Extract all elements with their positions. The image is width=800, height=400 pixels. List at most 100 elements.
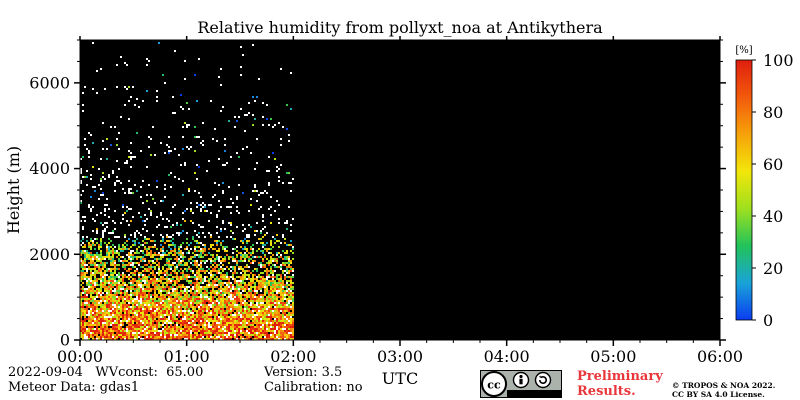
humidity-cell	[104, 284, 106, 286]
humidity-cell	[94, 292, 96, 294]
humidity-cell	[272, 280, 274, 282]
humidity-cell	[242, 240, 244, 242]
copyright-line: © TROPOS & NOA 2022.	[672, 381, 776, 390]
humidity-cell	[100, 308, 102, 310]
humidity-cell	[84, 328, 86, 330]
humidity-cell	[148, 276, 150, 278]
humidity-cell	[116, 292, 118, 294]
humidity-cell	[182, 306, 184, 308]
humidity-cell	[286, 318, 288, 320]
humidity-cell	[152, 320, 154, 322]
humidity-cell	[238, 320, 240, 322]
humidity-cell	[286, 284, 288, 286]
humidity-cell	[162, 334, 164, 336]
humidity-cell	[100, 286, 102, 288]
humidity-cell	[276, 330, 278, 332]
humidity-cell	[88, 326, 90, 328]
humidity-cell	[280, 242, 282, 244]
humidity-cell	[130, 334, 132, 336]
humidity-cell	[254, 284, 256, 286]
humidity-cell	[272, 304, 274, 306]
humidity-cell	[128, 326, 130, 328]
humidity-cell	[288, 260, 290, 262]
humidity-cell	[128, 328, 130, 330]
humidity-cell	[220, 294, 222, 296]
humidity-cell	[290, 304, 292, 306]
humidity-cell	[244, 318, 246, 320]
humidity-cell	[230, 222, 232, 224]
humidity-cell	[176, 286, 178, 288]
humidity-cell	[92, 260, 94, 262]
humidity-cell	[188, 324, 190, 326]
humidity-cell	[238, 168, 240, 170]
humidity-cell	[236, 320, 238, 322]
humidity-cell	[248, 312, 250, 314]
humidity-cell	[248, 282, 250, 284]
humidity-cell	[220, 332, 222, 334]
humidity-cell	[88, 284, 90, 286]
humidity-cell	[262, 332, 264, 334]
humidity-cell	[232, 288, 234, 290]
humidity-cell	[182, 334, 184, 336]
humidity-cell	[178, 278, 180, 280]
humidity-cell	[226, 266, 228, 268]
humidity-cell	[206, 210, 208, 212]
humidity-cell	[100, 262, 102, 264]
humidity-cell	[172, 330, 174, 332]
humidity-cell	[278, 256, 280, 258]
humidity-cell	[140, 250, 142, 252]
humidity-cell	[274, 266, 276, 268]
humidity-cell	[112, 324, 114, 326]
humidity-cell	[80, 182, 82, 184]
humidity-cell	[144, 322, 146, 324]
humidity-cell	[210, 278, 212, 280]
humidity-cell	[216, 316, 218, 318]
humidity-cell	[290, 260, 292, 262]
humidity-cell	[216, 322, 218, 324]
humidity-cell	[196, 290, 198, 292]
humidity-cell	[170, 282, 172, 284]
humidity-cell	[116, 328, 118, 330]
humidity-cell	[252, 306, 254, 308]
humidity-cell	[232, 316, 234, 318]
humidity-cell	[156, 226, 158, 228]
humidity-cell	[220, 318, 222, 320]
humidity-cell	[250, 298, 252, 300]
humidity-cell	[88, 288, 90, 290]
humidity-cell	[98, 318, 100, 320]
humidity-cell	[188, 314, 190, 316]
humidity-cell	[118, 280, 120, 282]
x-axis: 00:00 01:00 02:00 03:00 04:00 05:00 06:00	[57, 36, 743, 366]
humidity-cell	[96, 290, 98, 292]
humidity-cell	[276, 308, 278, 310]
humidity-cell	[152, 198, 154, 200]
humidity-cell	[186, 232, 188, 234]
humidity-cell	[164, 320, 166, 322]
humidity-cell	[290, 224, 292, 226]
humidity-cell	[158, 338, 160, 340]
humidity-cell	[228, 332, 230, 334]
humidity-cell	[238, 316, 240, 318]
humidity-cell	[262, 116, 264, 118]
humidity-cell	[90, 308, 92, 310]
humidity-cell	[196, 262, 198, 264]
humidity-cell	[126, 276, 128, 278]
humidity-cell	[212, 302, 214, 304]
humidity-cell	[86, 268, 88, 270]
humidity-cell	[162, 322, 164, 324]
humidity-cell	[258, 302, 260, 304]
humidity-cell	[192, 260, 194, 262]
humidity-cell	[168, 286, 170, 288]
humidity-cell	[82, 322, 84, 324]
humidity-cell	[128, 100, 130, 102]
humidity-cell	[180, 256, 182, 258]
humidity-cell	[88, 298, 90, 300]
humidity-cell	[110, 252, 112, 254]
humidity-cell	[168, 304, 170, 306]
humidity-cell	[246, 242, 248, 244]
humidity-cell	[220, 330, 222, 332]
humidity-cell	[272, 254, 274, 256]
humidity-cell	[228, 334, 230, 336]
humidity-cell	[88, 280, 90, 282]
humidity-cell	[172, 206, 174, 208]
